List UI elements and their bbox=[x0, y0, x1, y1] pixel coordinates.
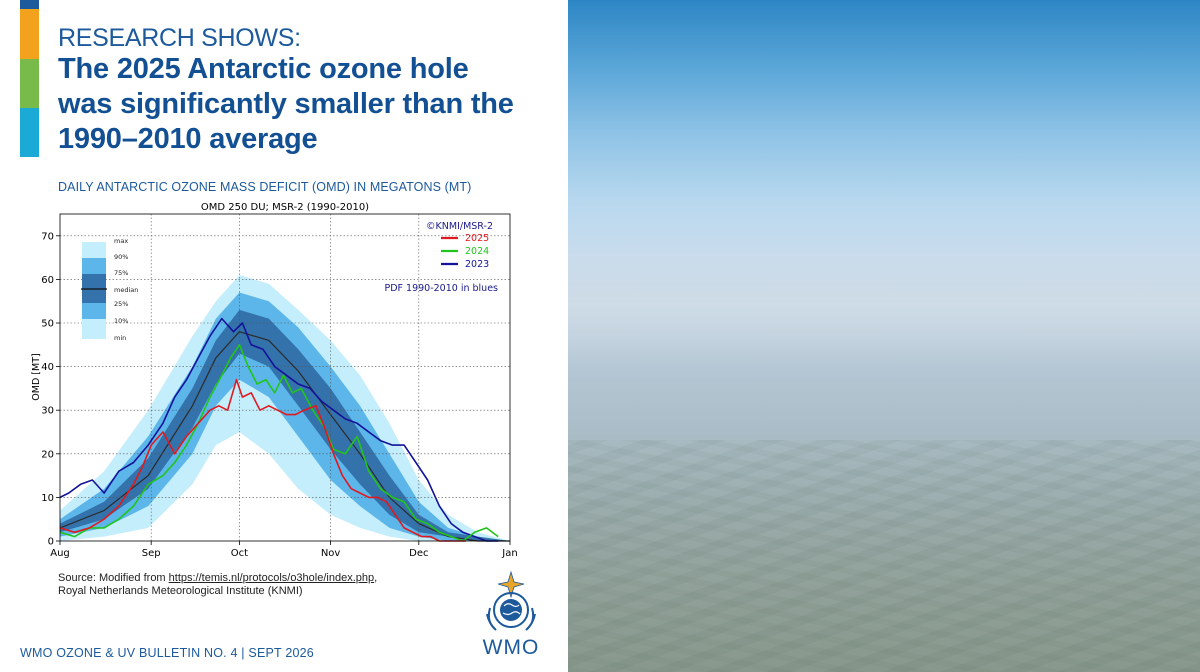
wmo-emblem-icon bbox=[486, 570, 536, 631]
ozone-chart: 0 10 20 30 40 50 60 70 Aug Sep Oct Nov Dec Jan OMD 25… bbox=[31, 202, 518, 559]
series-lines bbox=[59, 317, 499, 542]
pdf-legend-label: 25% bbox=[114, 300, 128, 308]
legend-label-2023: 2023 bbox=[465, 259, 489, 270]
footer: WMO OZONE & UV BULLETIN NO. 4 | SEPT 202… bbox=[20, 646, 314, 660]
series-line-2023 bbox=[59, 317, 499, 542]
x-tick-label: Aug bbox=[50, 548, 70, 559]
accent-bar-blue bbox=[20, 0, 39, 9]
y-tick-label: 60 bbox=[41, 275, 54, 286]
x-tick-label: Dec bbox=[409, 548, 428, 559]
pdf-legend-swatch bbox=[82, 258, 106, 274]
wmo-logo-text: WMO bbox=[482, 636, 540, 659]
source-link[interactable]: https://temis.nl/protocols/o3hole/index.… bbox=[168, 572, 375, 584]
farmland-ground bbox=[568, 440, 1200, 672]
source-note: Source: Modified from https://temis.nl/p… bbox=[58, 572, 377, 598]
source-prefix: Source: Modified from bbox=[58, 572, 169, 584]
chart-title: OMD 250 DU; MSR-2 (1990-2010) bbox=[201, 202, 369, 213]
accent-color-bar bbox=[20, 0, 39, 157]
pdf-legend-swatch bbox=[82, 303, 106, 319]
axis-ticks: 0 10 20 30 40 50 60 70 Aug Sep Oct Nov Dec Jan bbox=[41, 231, 517, 559]
pdf-legend-label: median bbox=[114, 286, 138, 294]
horizon-haze bbox=[568, 250, 1200, 370]
y-tick-label: 10 bbox=[41, 493, 54, 504]
pdf-legend-swatch bbox=[82, 242, 106, 258]
y-tick-label: 20 bbox=[41, 449, 54, 460]
y-tick-label: 30 bbox=[41, 406, 54, 417]
pdf-legend-label: min bbox=[114, 334, 126, 342]
pdf-legend-swatch bbox=[82, 319, 106, 339]
pdf-legend-swatch bbox=[82, 286, 106, 303]
plot-frame bbox=[59, 213, 511, 542]
y-tick-label: 50 bbox=[41, 319, 54, 330]
headline: The 2025 Antarctic ozone hole was signif… bbox=[58, 53, 514, 155]
source-suffix: , bbox=[374, 572, 378, 584]
pdf-legend-label: 75% bbox=[114, 269, 128, 277]
y-axis-label: OMD [MT] bbox=[31, 353, 42, 400]
accent-bar-cyan bbox=[20, 108, 39, 157]
y-tick-label: 0 bbox=[48, 537, 54, 548]
kicker: RESEARCH SHOWS: bbox=[58, 24, 301, 52]
pdf-bands bbox=[59, 275, 510, 542]
pdf-legend-label: max bbox=[114, 237, 128, 245]
pdf-legend-swatch bbox=[82, 274, 106, 286]
text-panel: RESEARCH SHOWS: The 2025 Antarctic ozone… bbox=[0, 0, 568, 672]
y-tick-label: 70 bbox=[41, 231, 54, 242]
accent-bar-green bbox=[20, 59, 39, 108]
chart-grid bbox=[60, 214, 510, 541]
series-line-2024 bbox=[59, 344, 499, 542]
series-legend: 2025 2024 2023 bbox=[441, 233, 489, 270]
pdf-legend: max 90% 75% median 25% 10% min bbox=[81, 237, 138, 342]
x-tick-label: Oct bbox=[231, 548, 248, 559]
x-tick-label: Jan bbox=[501, 548, 517, 559]
sky-photo bbox=[568, 0, 1200, 672]
x-tick-label: Sep bbox=[142, 548, 161, 559]
band-10-90 bbox=[60, 292, 510, 541]
pdf-legend-label: 10% bbox=[114, 317, 128, 325]
credit-label: ©KNMI/MSR-2 bbox=[426, 221, 493, 232]
legend-label-2024: 2024 bbox=[465, 246, 489, 257]
accent-bar-orange bbox=[20, 9, 39, 59]
y-tick-label: 40 bbox=[41, 362, 54, 373]
chart-caption: DAILY ANTARCTIC OZONE MASS DEFICIT (OMD)… bbox=[58, 180, 472, 194]
x-tick-label: Nov bbox=[321, 548, 341, 559]
series-line-2025 bbox=[59, 378, 466, 542]
pdf-annotation: PDF 1990-2010 in blues bbox=[385, 283, 499, 294]
source-institution: Royal Netherlands Meteorological Institu… bbox=[58, 585, 303, 597]
pdf-legend-label: 90% bbox=[114, 253, 128, 261]
legend-label-2025: 2025 bbox=[465, 233, 489, 244]
